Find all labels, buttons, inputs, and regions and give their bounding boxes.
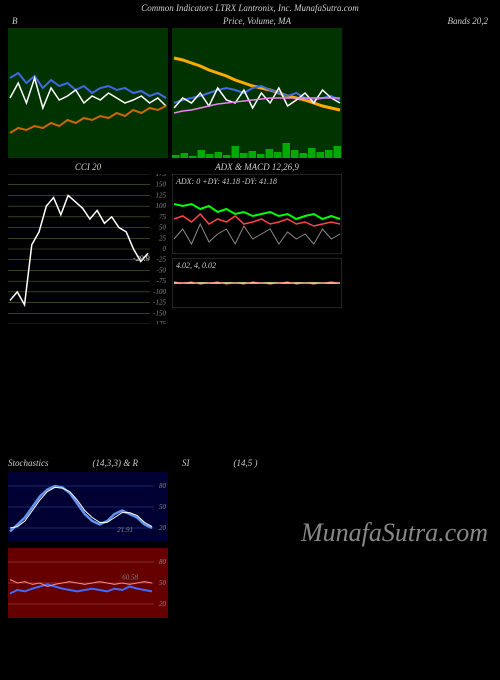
svg-text:50: 50	[159, 224, 167, 232]
svg-text:125: 125	[156, 191, 167, 199]
stochastics-svg: 80 50 20 21.91	[8, 472, 168, 542]
svg-text:100: 100	[156, 202, 167, 210]
svg-text:-125: -125	[153, 299, 166, 307]
bollinger-title-left: B	[8, 16, 18, 26]
bollinger-chart: B	[8, 16, 168, 158]
cci-chart: CCI 20 175 150 125 100 75 50 25 0 -25 -50 -75 -100 -…	[8, 162, 168, 324]
svg-text:175: 175	[156, 174, 167, 178]
chart-row-1: B Price, Volume, MA Bands 20,2	[0, 16, 500, 158]
bands-label-box: Bands 20,2	[346, 16, 492, 158]
chart-row-3: 80 50 20 21.91 80 50 20 60.58	[0, 472, 168, 618]
stoch-title-mid: (14,3,3) & R	[93, 458, 139, 468]
svg-text:-100: -100	[153, 288, 166, 296]
spacer	[0, 328, 500, 458]
chart-row-2: CCI 20 175 150 125 100 75 50 25 0 -25 -50 -75 -100 -…	[0, 162, 500, 324]
svg-text:80: 80	[159, 482, 167, 490]
chart-row-3-titles: Stochastics (14,3,3) & R SI (14,5 )	[0, 458, 500, 468]
adx-macd-title: ADX & MACD 12,26,9	[172, 162, 342, 172]
svg-text:50: 50	[159, 503, 167, 511]
svg-text:60.58: 60.58	[122, 574, 138, 582]
svg-text:-25: -25	[157, 256, 167, 264]
svg-text:ADX: 0 +DY: 41.18 -DY: 41.: ADX: 0 +DY: 41.18 -DY: 41.18	[175, 177, 277, 186]
svg-text:75: 75	[159, 213, 167, 221]
svg-text:0: 0	[163, 245, 167, 253]
header-text: Common Indicators LTRX Lantronix, Inc. M…	[141, 3, 358, 13]
watermark-text: MunafaSutra.com	[301, 518, 488, 548]
page-header: Common Indicators LTRX Lantronix, Inc. M…	[0, 0, 500, 16]
adx-macd-chart: ADX & MACD 12,26,9 ADX: 0 +DY: 41.18 -DY…	[172, 162, 342, 324]
svg-text:21.91: 21.91	[117, 526, 133, 534]
svg-text:20: 20	[159, 600, 167, 608]
price-ma-chart: Price, Volume, MA	[172, 16, 342, 158]
stoch-title-si: SI	[182, 458, 190, 468]
svg-text:-75: -75	[157, 277, 167, 285]
bollinger-title-right: Bands 20,2	[346, 16, 492, 26]
cci-title: CCI 20	[8, 162, 168, 172]
svg-text:-50: -50	[157, 266, 167, 274]
rsi-svg: 80 50 20 60.58	[8, 548, 168, 618]
stoch-title-prefix: Stochastics	[8, 458, 49, 468]
svg-text:25: 25	[159, 234, 167, 242]
stoch-title-end: (14,5 )	[234, 458, 258, 468]
svg-text:150: 150	[156, 181, 167, 189]
svg-text:-175: -175	[153, 320, 166, 324]
svg-text:80: 80	[159, 558, 167, 566]
svg-text:4.02, 4, 0.02: 4.02, 4, 0.02	[176, 261, 216, 270]
price-ma-title: Price, Volume, MA	[172, 16, 342, 26]
svg-text:50: 50	[159, 579, 167, 587]
svg-text:20: 20	[159, 524, 167, 532]
svg-text:-150: -150	[153, 309, 166, 317]
svg-text:-29.9: -29.9	[133, 254, 150, 263]
